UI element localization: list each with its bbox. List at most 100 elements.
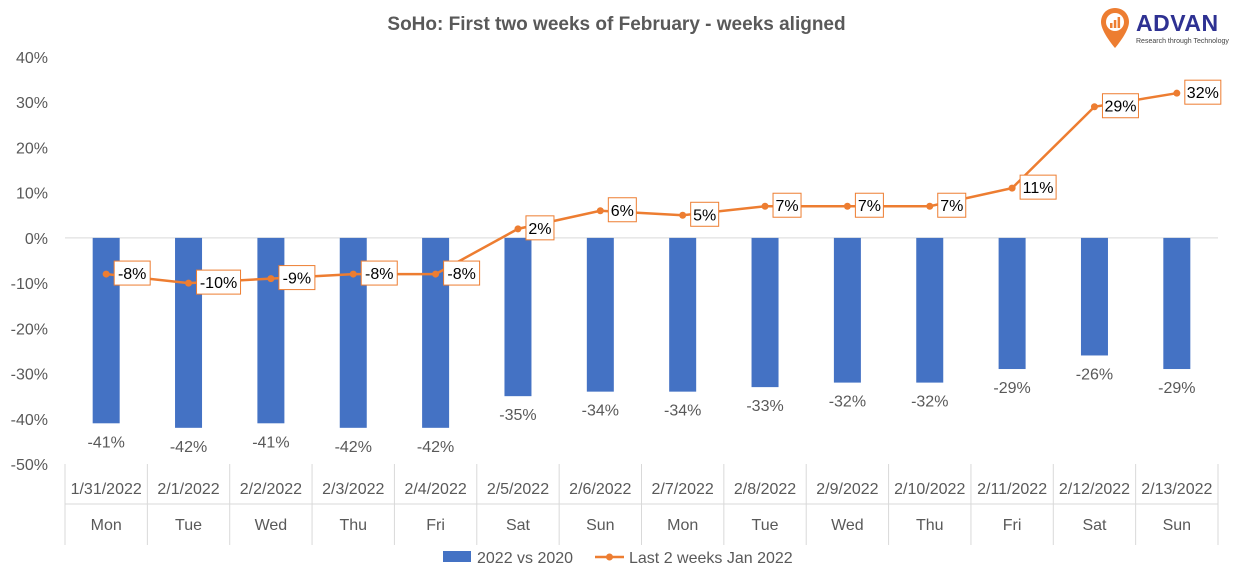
line-data-label-box bbox=[1101, 93, 1139, 119]
bar-data-label: -42% bbox=[335, 439, 372, 456]
x-tick-label-weekday: Sun bbox=[1163, 517, 1191, 534]
x-tick-label-date: 2/8/2022 bbox=[734, 481, 796, 498]
line-point bbox=[926, 202, 934, 210]
bar-data-label: -34% bbox=[582, 403, 619, 420]
x-tick-label-weekday: Sun bbox=[586, 517, 614, 534]
line-data-label: 29% bbox=[1104, 99, 1136, 116]
bar-data-label: -35% bbox=[499, 407, 536, 424]
bar-data-label: -41% bbox=[252, 434, 289, 451]
line-data-label: 7% bbox=[775, 198, 798, 215]
bar bbox=[751, 237, 779, 388]
line-data-label: 32% bbox=[1187, 85, 1219, 102]
y-tick-label: -10% bbox=[11, 276, 48, 293]
line-point bbox=[185, 279, 193, 287]
x-tick-label-weekday: Tue bbox=[752, 517, 779, 534]
x-tick-label-weekday: Fri bbox=[426, 517, 445, 534]
bar bbox=[1080, 237, 1108, 356]
x-tick-label-weekday: Mon bbox=[91, 517, 122, 534]
line-point bbox=[267, 275, 275, 283]
line-point bbox=[514, 225, 522, 233]
bar-data-label: -42% bbox=[170, 439, 207, 456]
bar bbox=[669, 237, 697, 392]
legend-label-line: Last 2 weeks Jan 2022 bbox=[629, 550, 793, 567]
line-data-label-box bbox=[278, 265, 316, 291]
line-point bbox=[1090, 103, 1098, 111]
line-data-label: 7% bbox=[858, 198, 881, 215]
line-data-label: 11% bbox=[1023, 180, 1054, 197]
x-tick-label-weekday: Wed bbox=[255, 517, 288, 534]
bar bbox=[175, 237, 203, 428]
chart-title: SoHo: First two weeks of February - week… bbox=[387, 14, 846, 35]
legend-swatch-bar bbox=[443, 551, 471, 562]
y-tick-label: 30% bbox=[16, 95, 48, 112]
bar-data-label: -32% bbox=[911, 394, 948, 411]
x-tick-label-date: 2/1/2022 bbox=[157, 481, 219, 498]
x-tick-label-date: 2/12/2022 bbox=[1059, 481, 1130, 498]
x-tick-label-weekday: Tue bbox=[175, 517, 202, 534]
line-point bbox=[1173, 89, 1181, 97]
y-tick-label: 10% bbox=[16, 186, 48, 203]
line-data-label-box bbox=[443, 260, 481, 286]
y-tick-label: 40% bbox=[16, 50, 48, 67]
line-data-label-box bbox=[607, 197, 637, 223]
bar bbox=[998, 237, 1026, 370]
x-tick-label-date: 2/5/2022 bbox=[487, 481, 549, 498]
x-tick-label-weekday: Mon bbox=[667, 517, 698, 534]
line-data-label: 7% bbox=[940, 198, 963, 215]
x-tick-label-date: 2/7/2022 bbox=[652, 481, 714, 498]
x-tick-label-weekday: Sat bbox=[1082, 517, 1107, 534]
line-point bbox=[349, 270, 357, 278]
line-point bbox=[843, 202, 851, 210]
line-data-label-box bbox=[1019, 174, 1057, 200]
logo-tagline: Research through Technology bbox=[1136, 38, 1229, 45]
x-tick-label-weekday: Fri bbox=[1003, 517, 1022, 534]
line-data-label: -9% bbox=[283, 271, 311, 288]
y-tick-label: -40% bbox=[11, 412, 48, 429]
x-tick-label-date: 2/3/2022 bbox=[322, 481, 384, 498]
y-tick-label: 20% bbox=[16, 140, 48, 157]
x-tick-label-weekday: Thu bbox=[916, 517, 944, 534]
line-point bbox=[432, 270, 440, 278]
line-point bbox=[1008, 184, 1016, 192]
line-data-label-box bbox=[772, 192, 802, 218]
line-data-label-box bbox=[196, 269, 242, 295]
line-data-label: 6% bbox=[611, 203, 634, 220]
line-data-label-box bbox=[113, 260, 151, 286]
bar-data-label: -33% bbox=[746, 398, 783, 415]
x-tick-label-date: 2/10/2022 bbox=[894, 481, 965, 498]
line-point bbox=[761, 202, 769, 210]
bar bbox=[833, 237, 861, 383]
bar-data-label: -34% bbox=[664, 403, 701, 420]
line-data-label-box bbox=[360, 260, 398, 286]
logo-name: ADVAN bbox=[1136, 10, 1219, 36]
line-point bbox=[596, 207, 604, 215]
bar bbox=[504, 237, 532, 397]
line-data-label-box bbox=[690, 201, 720, 227]
line-data-label-box bbox=[525, 215, 555, 241]
x-tick-label-weekday: Thu bbox=[339, 517, 367, 534]
x-tick-label-date: 2/11/2022 bbox=[977, 481, 1047, 498]
bar-data-label: -41% bbox=[87, 434, 124, 451]
map-pin-chart-icon bbox=[1101, 8, 1129, 48]
line-data-label-box bbox=[854, 192, 884, 218]
line-data-label-box bbox=[1184, 79, 1222, 105]
x-tick-label-date: 2/9/2022 bbox=[816, 481, 878, 498]
x-tick-label-date: 1/31/2022 bbox=[71, 481, 142, 498]
bar-data-label: -29% bbox=[993, 380, 1030, 397]
x-tick-label-date: 2/2/2022 bbox=[240, 481, 302, 498]
bar-data-label: -32% bbox=[829, 394, 866, 411]
line-data-label: -8% bbox=[118, 266, 146, 283]
line-data-label: 5% bbox=[693, 207, 716, 224]
line-data-label: 2% bbox=[528, 221, 551, 238]
y-tick-label: -20% bbox=[11, 321, 48, 338]
line-point bbox=[679, 211, 687, 219]
y-tick-label: -50% bbox=[11, 457, 48, 474]
bar-data-label: -42% bbox=[417, 439, 454, 456]
legend-swatch-marker bbox=[606, 553, 613, 561]
bar-data-label: -26% bbox=[1076, 366, 1113, 383]
bar bbox=[916, 237, 944, 383]
x-tick-label-date: 2/13/2022 bbox=[1141, 481, 1212, 498]
bar-data-label: -29% bbox=[1158, 380, 1195, 397]
line-data-label: -8% bbox=[447, 266, 475, 283]
